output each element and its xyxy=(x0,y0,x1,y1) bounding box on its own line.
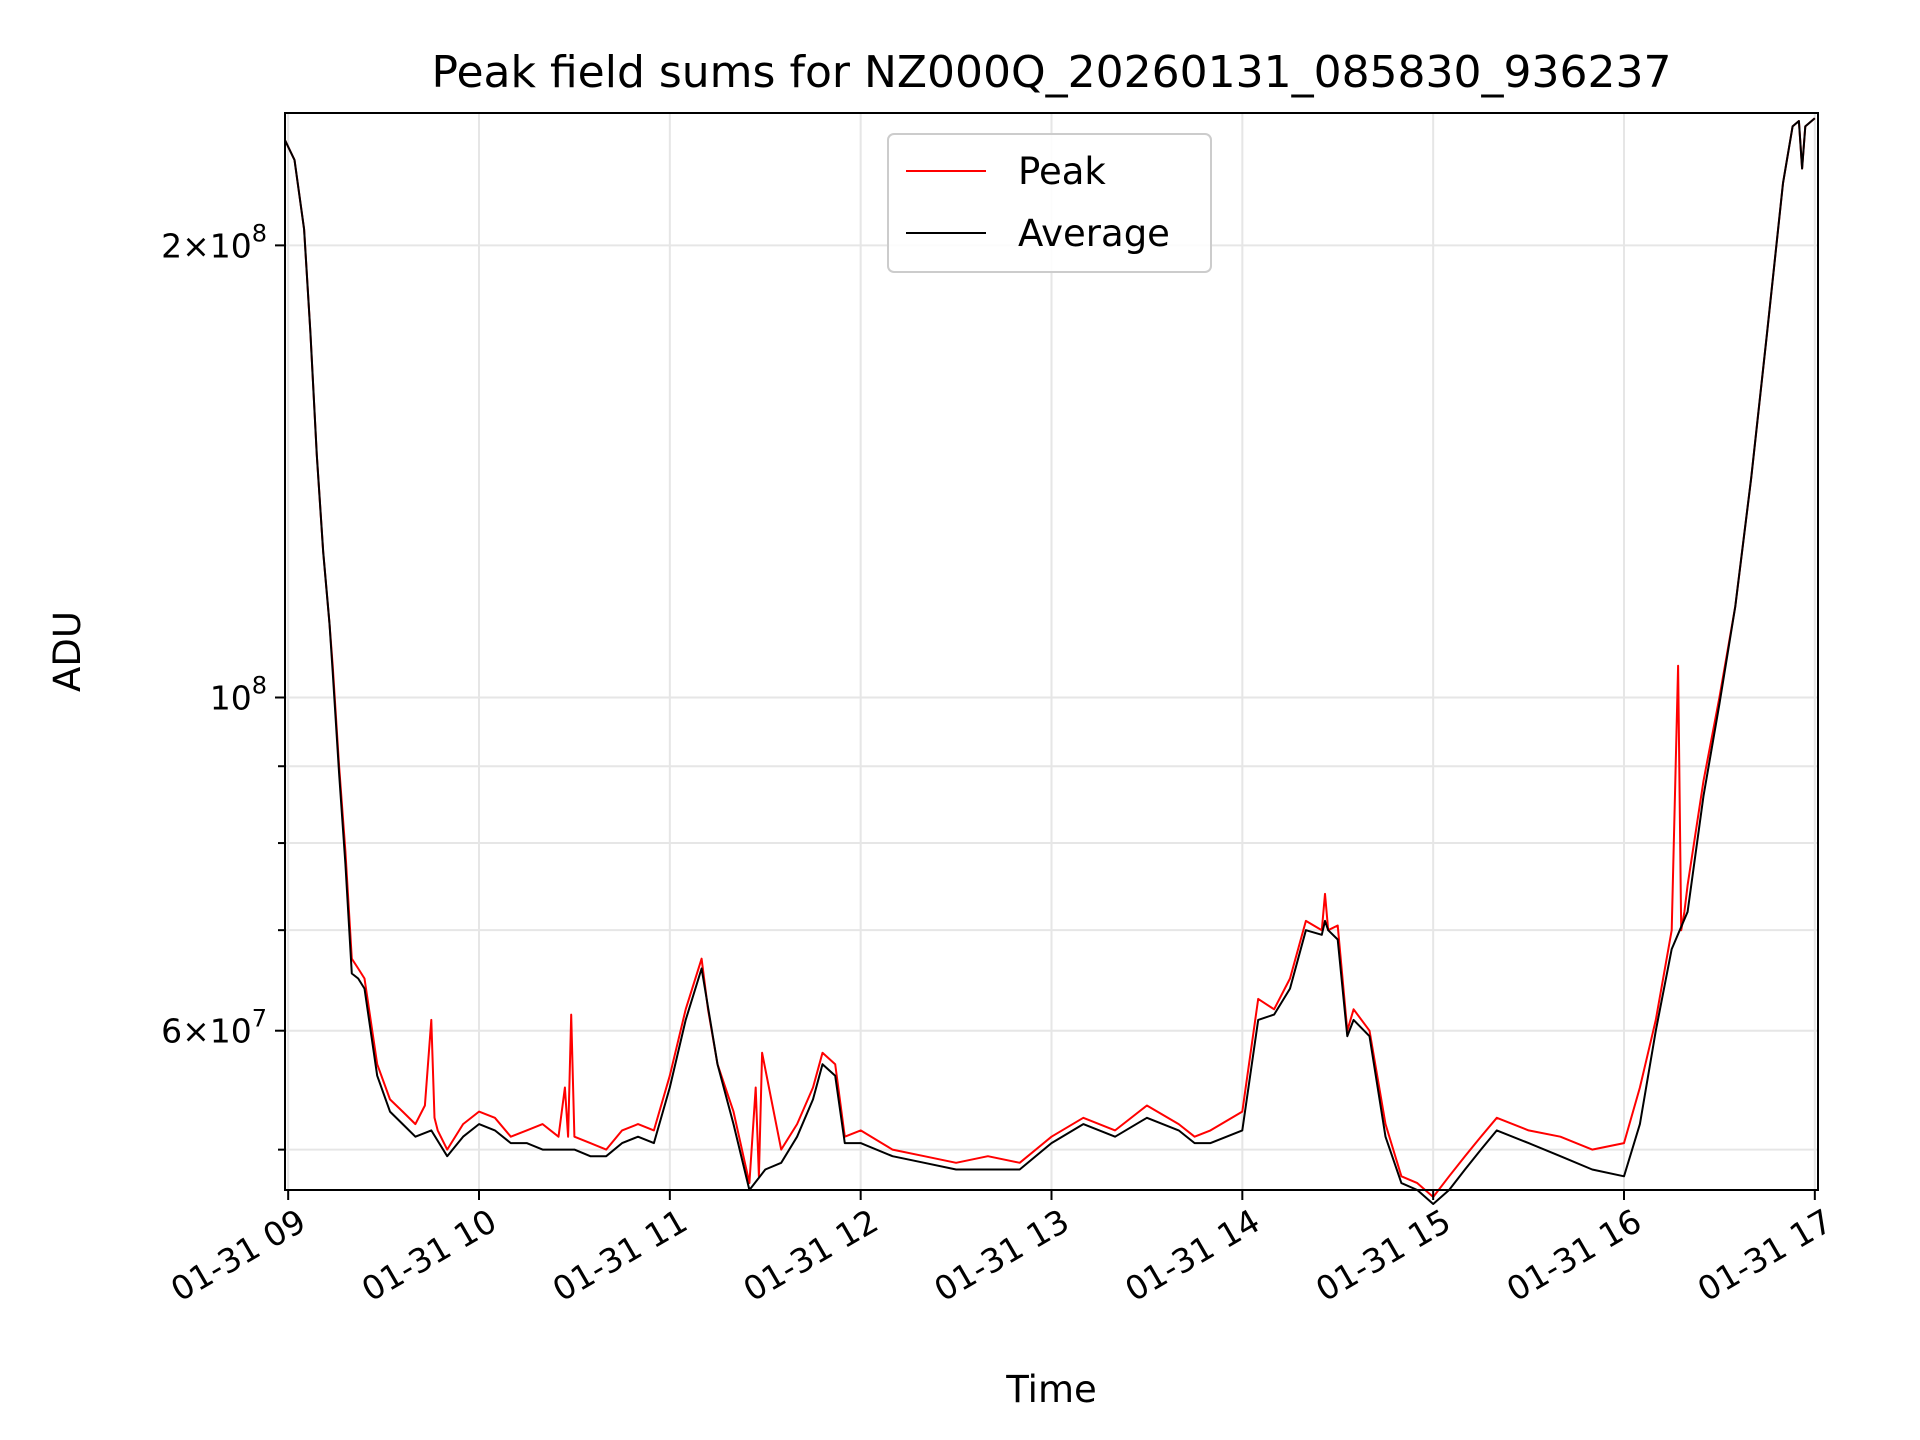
x-tick-label: 01-31 09 xyxy=(164,1201,312,1309)
y-tick-label: 6×107 xyxy=(161,1005,267,1051)
legend-label-average: Average xyxy=(1018,212,1170,255)
y-tick-base: 10 xyxy=(210,679,252,718)
y-tick-label: 108 xyxy=(210,672,267,718)
x-axis-ticks: 01-31 09 01-31 10 01-31 11 01-31 12 01-31 13… xyxy=(164,1190,1839,1309)
y-axis-label: ADU xyxy=(46,611,89,692)
grid-lines xyxy=(285,113,1818,1190)
y-tick-times: ×10 xyxy=(182,226,252,265)
x-tick-label: 01-31 12 xyxy=(737,1201,885,1309)
x-axis-label: Time xyxy=(1005,1368,1097,1411)
y-tick-mantissa: 6 xyxy=(161,1012,182,1051)
x-tick-label: 01-31 13 xyxy=(928,1201,1076,1309)
x-tick-label: 01-31 16 xyxy=(1500,1201,1648,1309)
y-tick-times: ×10 xyxy=(182,1012,252,1051)
chart-title: Peak field sums for NZ000Q_20260131_0858… xyxy=(431,47,1671,98)
x-tick-label: 01-31 15 xyxy=(1309,1201,1457,1309)
series-line-average xyxy=(284,117,1816,1205)
y-tick-exponent: 8 xyxy=(252,219,267,247)
x-tick-label: 01-31 14 xyxy=(1118,1201,1266,1309)
series-lines xyxy=(284,117,1816,1205)
y-tick-exponent: 7 xyxy=(252,1005,267,1033)
x-tick-label: 01-31 17 xyxy=(1691,1201,1839,1309)
series-line-peak xyxy=(284,117,1816,1198)
legend-box xyxy=(887,133,1212,273)
y-tick-exponent: 8 xyxy=(252,672,267,700)
y-tick-mantissa: 2 xyxy=(161,226,182,265)
y-tick-label: 2×108 xyxy=(161,219,267,265)
legend: Peak Average xyxy=(887,133,1212,273)
legend-label-peak: Peak xyxy=(1018,150,1106,193)
x-tick-label: 01-31 10 xyxy=(355,1201,503,1309)
x-tick-label: 01-31 11 xyxy=(546,1201,694,1309)
